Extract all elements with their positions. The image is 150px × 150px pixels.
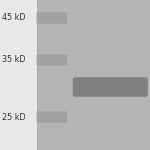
- FancyBboxPatch shape: [36, 12, 67, 24]
- FancyBboxPatch shape: [36, 111, 67, 123]
- Text: 25 kD: 25 kD: [2, 112, 25, 122]
- FancyBboxPatch shape: [73, 77, 148, 97]
- Bar: [0, 0, 36, 150]
- Text: 35 kD: 35 kD: [2, 56, 25, 64]
- FancyBboxPatch shape: [36, 54, 67, 66]
- Text: 45 kD: 45 kD: [2, 14, 25, 22]
